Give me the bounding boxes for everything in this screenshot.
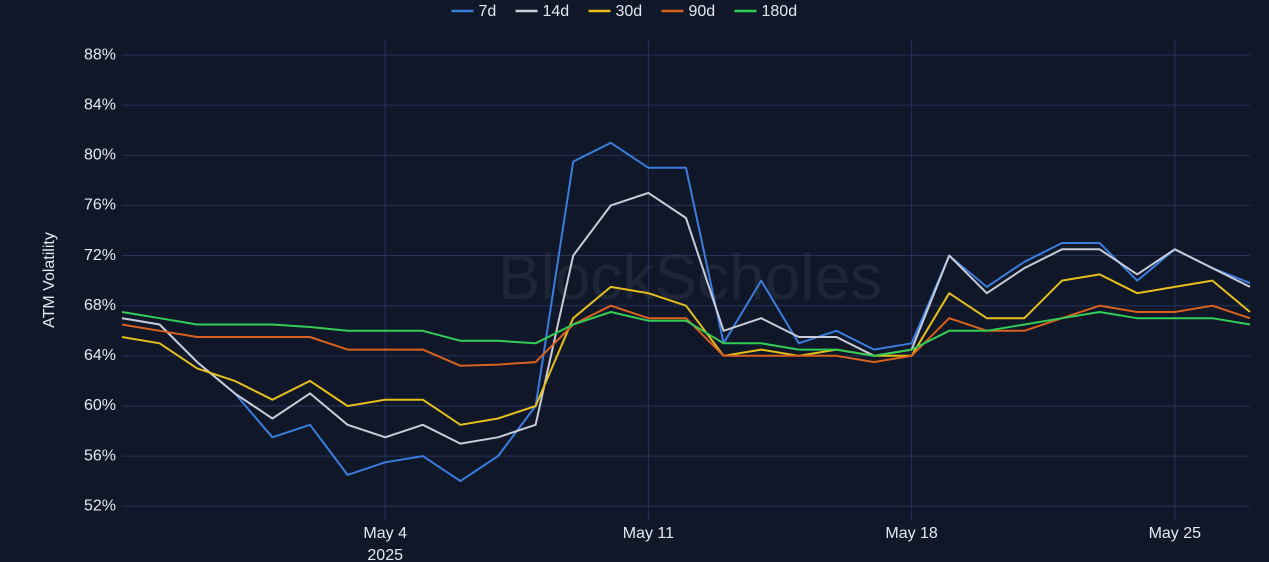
y-tick-label: 56%: [84, 447, 116, 464]
line-series: [121, 141, 1251, 483]
y-tick-label: 60%: [84, 397, 116, 414]
x-tick-label: May 25: [1149, 525, 1202, 542]
line-series: [121, 191, 1251, 445]
x-tick-label: May 11: [623, 525, 674, 542]
x-tick-sublabel: 2025: [367, 547, 403, 562]
legend-label: 30d: [616, 3, 643, 20]
grid: [122, 40, 1250, 520]
line-series: [121, 273, 1251, 426]
y-tick-label: 72%: [84, 247, 116, 264]
y-tick-label: 52%: [84, 497, 116, 514]
watermark: BlockScholes: [498, 241, 882, 313]
x-tick-label: May 4: [363, 525, 407, 542]
line-series: [121, 311, 1251, 357]
x-tick-label: May 18: [885, 525, 938, 542]
y-tick-label: 84%: [84, 96, 116, 113]
legend-label: 14d: [543, 3, 570, 20]
legend-label: 180d: [762, 3, 798, 20]
y-tick-label: 88%: [84, 46, 116, 63]
y-tick-label: 76%: [84, 197, 116, 214]
y-tick-label: 80%: [84, 147, 116, 164]
legend-label: 90d: [689, 3, 716, 20]
legend-label: 7d: [479, 3, 497, 20]
y-axis-label: ATM Volatility: [41, 232, 58, 328]
y-tick-label: 64%: [84, 347, 116, 364]
y-tick-label: 68%: [84, 297, 116, 314]
